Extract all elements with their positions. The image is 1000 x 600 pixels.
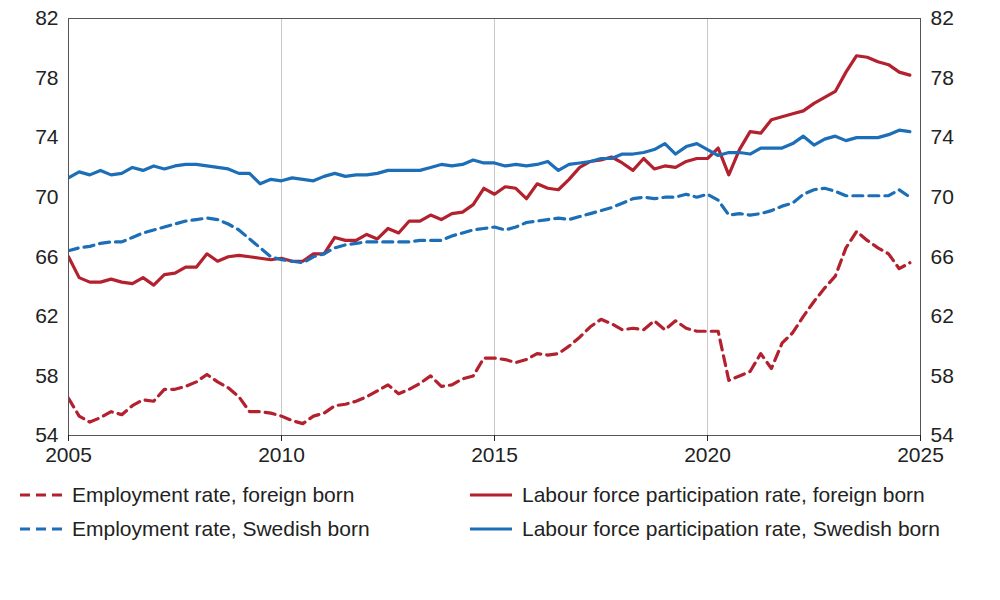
svg-text:2025: 2025 [897,443,944,466]
svg-text:58: 58 [931,364,954,387]
svg-text:2010: 2010 [258,443,305,466]
svg-text:70: 70 [35,185,58,208]
svg-text:74: 74 [931,125,955,148]
svg-text:2015: 2015 [471,443,518,466]
svg-text:74: 74 [35,125,59,148]
svg-text:62: 62 [35,304,58,327]
svg-text:58: 58 [35,364,58,387]
svg-text:2005: 2005 [45,443,92,466]
html-text:Employment rate, Swedish born: Employment rate, Swedish born [72,517,370,540]
svg-text:78: 78 [35,66,58,89]
svg-text:54: 54 [35,423,59,446]
html-text:Labour force participation rat: Labour force participation rate, foreign… [522,483,925,506]
svg-text:78: 78 [931,66,954,89]
html-text:Employment rate, foreign born: Employment rate, foreign born [72,483,355,506]
svg-text:82: 82 [35,6,58,29]
svg-text:66: 66 [931,245,954,268]
svg-text:66: 66 [35,245,58,268]
svg-text:2020: 2020 [684,443,731,466]
svg-text:62: 62 [931,304,954,327]
svg-text:70: 70 [931,185,954,208]
svg-text:54: 54 [931,423,955,446]
html-text:Labour force participation rat: Labour force participation rate, Swedish… [522,517,940,540]
svg-text:82: 82 [931,6,954,29]
